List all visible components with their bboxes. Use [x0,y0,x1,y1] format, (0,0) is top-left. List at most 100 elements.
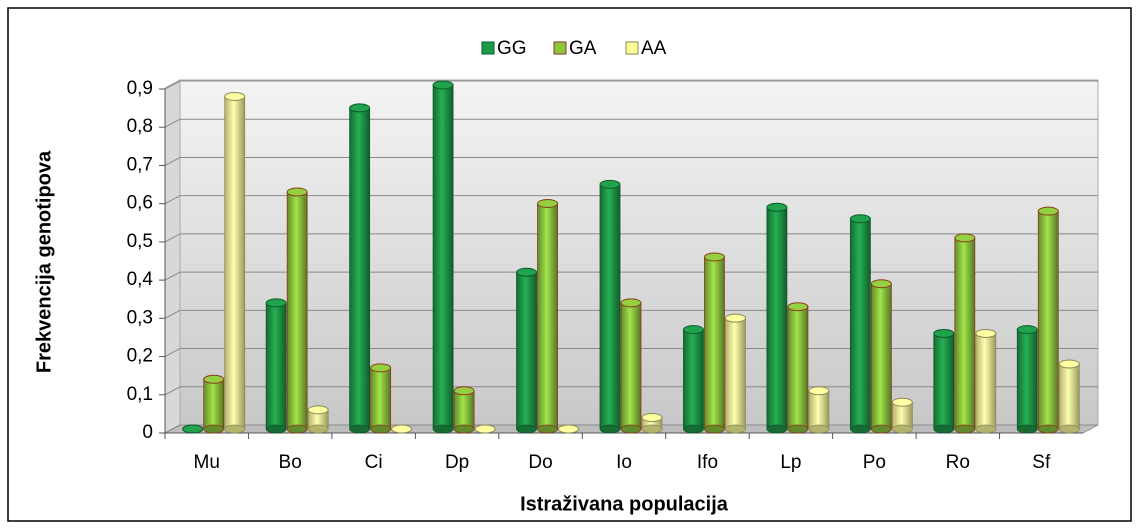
bar [286,187,308,434]
bar-body [621,302,641,429]
bar [787,302,809,434]
bar-top [808,386,830,396]
grid-line [164,271,181,281]
bar [641,413,663,434]
bar-body [516,272,537,429]
bar [766,202,788,434]
y-tick-label: 0 [142,422,153,443]
bar-top [891,397,913,407]
bar-body [600,184,620,429]
x-axis-title: Istraživana populacija [520,493,729,515]
bar-body [787,306,808,429]
y-tick-label: 0,6 [127,193,153,214]
bar [1058,359,1080,434]
bar-top [432,80,454,90]
legend-swatch [481,41,495,55]
bar-top [599,179,621,189]
bar-base [891,424,913,434]
bar-top [537,198,559,208]
bar [182,424,204,434]
bar-body [850,218,871,429]
bar-body [454,390,475,429]
bar-base [975,424,997,434]
bar-top [182,424,204,434]
x-tick-label: Ifo [697,452,718,473]
x-tick-label: Dp [445,452,469,473]
bar-top [975,328,997,338]
bar-top [620,298,642,308]
bar-top [224,91,246,101]
bar-body [308,409,329,429]
bar-body [1017,329,1038,429]
bar-top [641,413,663,423]
bar [307,405,329,434]
bar [620,298,642,434]
y-tick-label: 0,8 [127,116,153,137]
bar-base [704,424,725,434]
bar-body [808,390,829,429]
bar-base [766,424,788,434]
bar-base [203,424,225,434]
bar-base [1058,424,1080,434]
bar-base [307,424,329,434]
bar-base [370,424,392,434]
bar [453,386,475,434]
bar [975,328,997,434]
bar-top [474,424,496,434]
y-tick-label: 0,2 [127,346,153,367]
bar [703,252,725,434]
bar-body [871,283,892,429]
x-tick-label: Io [616,452,632,473]
bar-top [453,386,475,396]
bar-body [975,333,996,429]
bar-top [203,374,225,384]
bar [224,91,246,434]
bar-base [286,424,308,434]
bar-top [558,424,580,434]
bar-base [849,424,871,434]
bar-body [1038,211,1059,429]
bar-base [224,424,246,434]
grid-line [164,309,181,319]
bar-body [537,203,558,429]
y-tick-label: 0,5 [127,231,153,252]
x-tick-label: Po [863,452,886,473]
bar-top [349,103,371,113]
bar-top [1016,325,1038,335]
bar-base [432,424,454,434]
bar [537,198,559,434]
bar-body [892,402,913,429]
bar [391,424,413,434]
bar [1016,325,1038,434]
bar-base [516,424,537,434]
bar [203,374,225,434]
legend-swatch [625,41,639,55]
bar [954,233,976,434]
y-tick-label: 0,1 [127,384,153,405]
bar-base [349,424,371,434]
bar [682,325,704,434]
bar-body [203,379,224,429]
x-tick-label: Do [528,452,552,473]
legend-label: GG [497,38,527,59]
bar [933,328,955,434]
x-tick-label: Ro [946,452,970,473]
bar-base [1016,424,1038,434]
bar-base [808,424,830,434]
bar-body [954,237,975,429]
bar-base [265,424,287,434]
y-tick-label: 0,7 [127,154,153,175]
bar [808,386,830,434]
y-tick-label: 0,3 [127,307,153,328]
bar [370,363,392,434]
bar-body [642,417,662,429]
bar-top [1037,206,1059,216]
bar [1037,206,1059,434]
bar-body [433,85,454,429]
bar-base [453,424,475,434]
bar-top [1058,359,1080,369]
grid-line [164,80,181,90]
bar [849,214,871,434]
bar-body [683,329,704,429]
